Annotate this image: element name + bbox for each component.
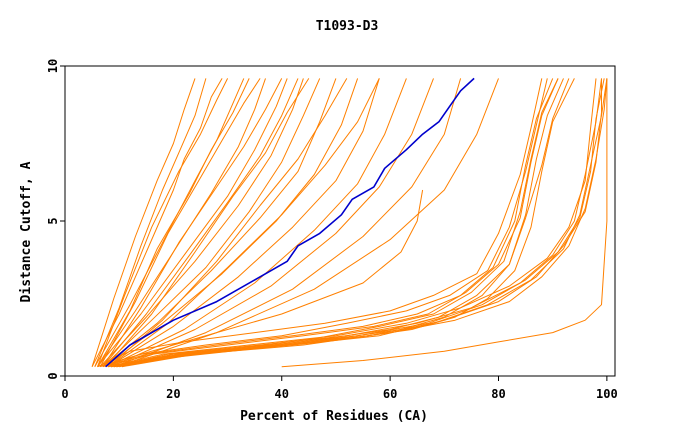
chart-title: T1093-D3	[316, 19, 379, 34]
series-line-37	[119, 78, 602, 368]
series-line-31	[113, 78, 570, 368]
x-tick-label: 40	[275, 387, 289, 401]
series-line-5	[99, 78, 304, 368]
tick-layer: 0 20 40 60 80 100 0 5 10	[46, 59, 618, 401]
series-line-26	[100, 78, 548, 368]
x-tick-label: 100	[596, 387, 618, 401]
y-axis-label: Distance Cutoff, A	[19, 161, 34, 302]
y-tick-label: 10	[46, 59, 60, 73]
x-axis-label: Percent of Residues (CA)	[240, 409, 428, 424]
series-line-10	[108, 78, 407, 368]
series-layer	[91, 77, 608, 368]
series-line-15	[97, 78, 229, 367]
series-line-28	[105, 78, 559, 368]
x-tick-label: 60	[383, 387, 397, 401]
x-tick-label: 20	[166, 387, 180, 401]
series-line-25	[97, 78, 543, 368]
series-line-27	[102, 78, 554, 368]
series-line-6	[102, 78, 321, 368]
x-tick-label: 0	[61, 387, 68, 401]
y-tick-label: 5	[46, 217, 60, 224]
series-line-12	[113, 78, 462, 368]
series-line-38	[121, 78, 608, 368]
series-line-36	[116, 78, 608, 368]
series-line-20	[94, 78, 207, 367]
series-line-4	[97, 78, 288, 368]
series-line-18	[105, 78, 310, 368]
series-line-9	[108, 78, 380, 368]
series-line-2	[94, 78, 245, 367]
series-line-22	[102, 78, 299, 368]
highlight-series-line	[105, 77, 475, 368]
series-line-7	[102, 78, 337, 368]
x-tick-label: 80	[491, 387, 505, 401]
series-line-21	[97, 78, 250, 367]
series-line-16	[99, 78, 261, 367]
series-line-17	[102, 78, 283, 367]
series-line-35	[113, 78, 605, 368]
series-line-19	[107, 78, 348, 368]
series-line-39	[281, 78, 608, 368]
series-line-11	[110, 78, 434, 368]
series-line-24	[97, 189, 424, 368]
series-line-14	[91, 78, 196, 367]
series-line-30	[111, 78, 564, 368]
series-line-3	[97, 78, 266, 367]
series-line-34	[110, 78, 602, 368]
y-tick-label: 0	[46, 372, 60, 379]
series-line-1	[91, 78, 223, 367]
series-line-8	[105, 78, 359, 368]
